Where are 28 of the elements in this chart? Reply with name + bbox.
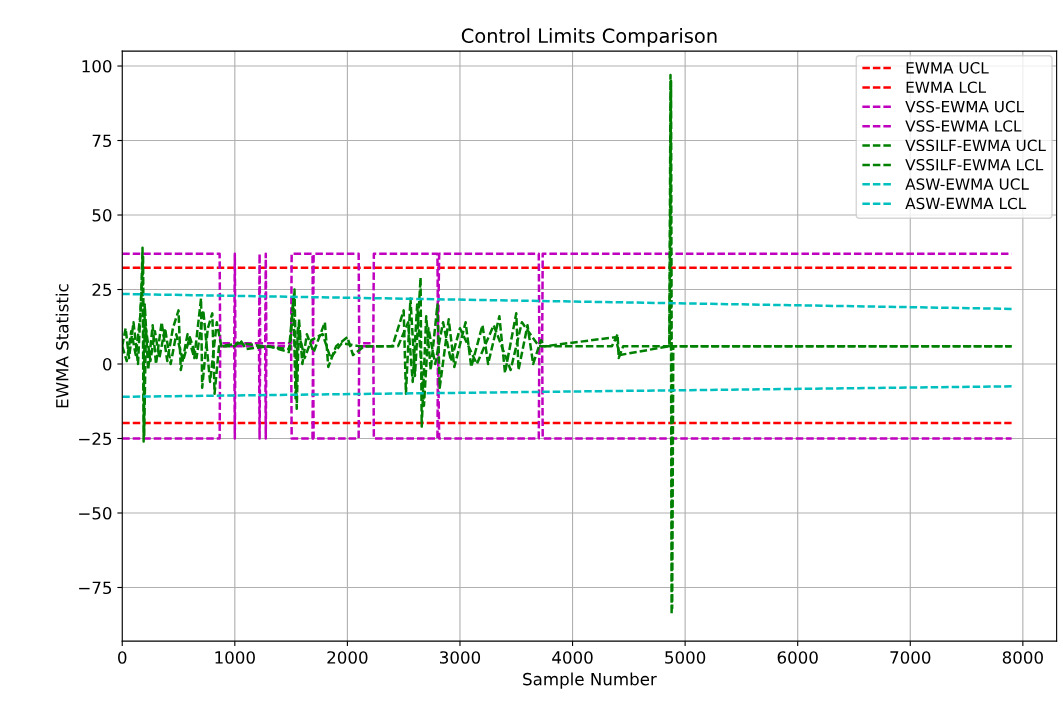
legend-label: VSSILF-EWMA LCL bbox=[905, 158, 1044, 171]
y-tick-label: 100 bbox=[82, 59, 112, 73]
y-tick-label: −75 bbox=[79, 581, 112, 595]
x-tick-label: 6000 bbox=[777, 651, 818, 664]
chart-title: Control Limits Comparison bbox=[461, 28, 717, 47]
x-axis-title: Sample Number bbox=[523, 672, 657, 689]
x-tick-label: 7000 bbox=[890, 651, 931, 664]
x-tick-label: 0 bbox=[118, 651, 127, 664]
y-tick-label: −25 bbox=[79, 432, 112, 446]
legend-label: EWMA LCL bbox=[906, 81, 987, 94]
y-tick-label: 25 bbox=[92, 283, 112, 297]
y-tick-label: 75 bbox=[92, 134, 112, 148]
x-tick-label: 3000 bbox=[440, 651, 481, 664]
x-tick-label: 5000 bbox=[665, 651, 706, 664]
legend-label: VSS-EWMA LCL bbox=[905, 120, 1022, 132]
legend-label: EWMA UCL bbox=[906, 62, 989, 74]
x-tick-label: 8000 bbox=[1002, 651, 1043, 664]
y-tick-label: −50 bbox=[79, 506, 112, 520]
legend-label: ASW-EWMA UCL bbox=[905, 178, 1029, 190]
legend-label: ASW-EWMA LCL bbox=[905, 197, 1027, 210]
y-axis-title: EWMA Statistic bbox=[55, 284, 69, 408]
y-tick-label: 0 bbox=[103, 357, 112, 371]
y-tick-label: 50 bbox=[92, 208, 112, 222]
legend-label: VSSILF-EWMA UCL bbox=[905, 139, 1046, 152]
x-tick-label: 1000 bbox=[215, 651, 255, 664]
x-tick-label: 4000 bbox=[552, 651, 593, 664]
x-tick-label: 2000 bbox=[327, 651, 368, 664]
legend-label: VSS-EWMA UCL bbox=[905, 100, 1025, 113]
